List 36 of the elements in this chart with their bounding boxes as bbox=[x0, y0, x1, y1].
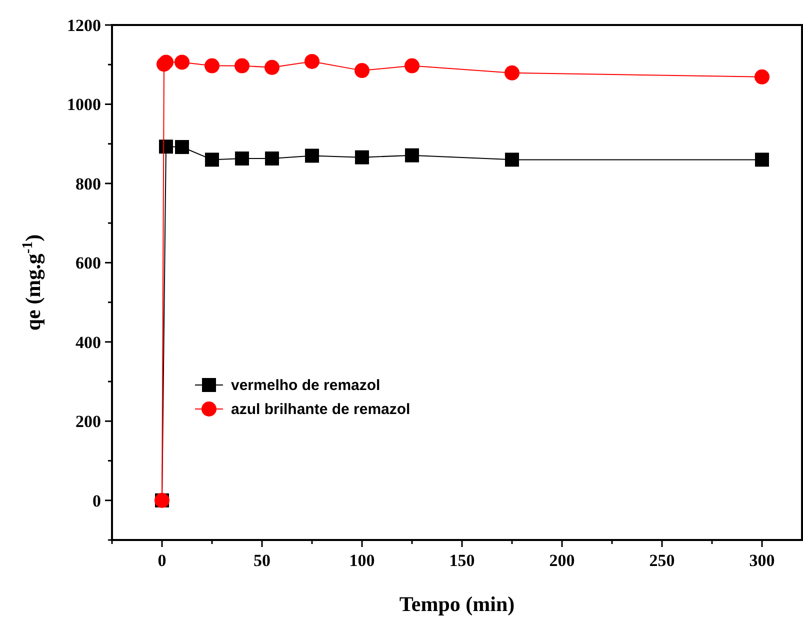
y-tick-label: 200 bbox=[76, 412, 101, 432]
point bbox=[204, 58, 220, 74]
y-tick-label: 600 bbox=[76, 254, 101, 273]
point bbox=[235, 152, 249, 166]
point bbox=[304, 54, 320, 69]
point bbox=[234, 58, 250, 74]
point bbox=[174, 54, 190, 70]
x-tick-label: 300 bbox=[749, 551, 775, 570]
point bbox=[404, 58, 420, 74]
point bbox=[159, 140, 173, 154]
x-tick-label: 150 bbox=[449, 551, 475, 570]
x-tick-label: 50 bbox=[254, 551, 270, 570]
point bbox=[754, 69, 770, 84]
x-tick-label: 0 bbox=[158, 551, 166, 570]
legend-label: azul brilhante de remazol bbox=[231, 401, 410, 418]
point bbox=[355, 150, 369, 164]
y-tick-label: 1000 bbox=[67, 95, 101, 114]
point bbox=[405, 148, 419, 162]
legend-label: vermelho de remazol bbox=[231, 377, 380, 394]
point bbox=[505, 152, 519, 167]
y-tick-label: 0 bbox=[92, 491, 101, 510]
x-tick-label: 100 bbox=[349, 551, 375, 570]
point bbox=[175, 140, 189, 154]
y-tick-label: 1200 bbox=[67, 16, 101, 35]
point bbox=[504, 65, 520, 80]
y-tick-label: 400 bbox=[76, 332, 101, 352]
x-tick-label: 200 bbox=[549, 551, 575, 570]
point bbox=[264, 60, 280, 75]
point bbox=[205, 152, 219, 167]
point bbox=[305, 148, 319, 163]
point bbox=[265, 152, 279, 166]
point bbox=[755, 152, 769, 167]
x-tick-label: 250 bbox=[649, 551, 675, 570]
point bbox=[354, 63, 370, 78]
x-axis-title: Tempo (min) bbox=[399, 592, 515, 616]
y-tick-label: 800 bbox=[76, 174, 101, 194]
